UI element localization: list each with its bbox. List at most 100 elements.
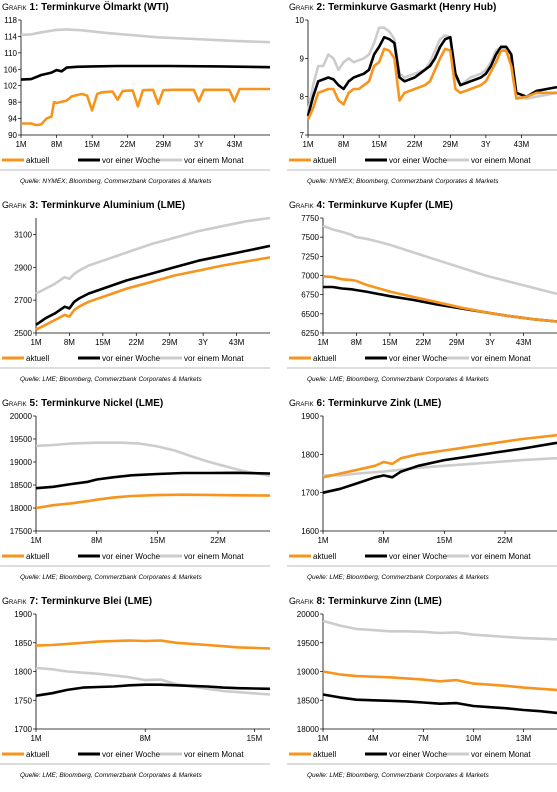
legend-label-month: vor einem Monat: [471, 552, 531, 561]
x-tick-label: 3Y: [481, 140, 491, 149]
series-line-week: [322, 441, 557, 494]
chart-panel-1: Grafik 1: Terminkurve Ölmarkt (WTI) 90 94 9…: [0, 0, 271, 190]
series-line-week: [20, 64, 271, 81]
x-tick-label: 43M: [227, 140, 243, 149]
chart-title: Grafik 3: Terminkurve Aluminium (LME): [2, 200, 185, 211]
x-tick-label: 29M: [162, 338, 178, 347]
legend-label-month: vor einem Monat: [184, 156, 244, 165]
series-line-month: [35, 666, 271, 696]
y-tick-label: 106: [4, 65, 18, 74]
chart-svg: 18000 18500 19000 19500 20000 1M 4M 7M 10M 13M akt…: [287, 610, 557, 765]
y-tick-label: 110: [4, 49, 17, 58]
y-tick-label: 7750: [301, 214, 319, 223]
x-tick-label: 15M: [382, 338, 398, 347]
legend-label-month: vor einem Monat: [471, 354, 531, 363]
y-tick-label: 98: [8, 98, 17, 107]
chart-svg: 1700 1750 1800 1850 1900 1M 8M 15M aktuell vor ei…: [0, 610, 271, 765]
legend-label-week: vor einer Woche: [102, 354, 161, 363]
y-tick-label: 17500: [10, 527, 33, 536]
chart-title-text: Terminkurve Kupfer (LME): [328, 200, 453, 211]
series-line-month: [323, 456, 557, 477]
x-tick-label: 15M: [150, 536, 166, 545]
x-tick-label: 8M: [351, 338, 362, 347]
chart-source: Quelle: LME; Bloomberg, Commerzbank Corp…: [20, 772, 202, 779]
x-tick-label: 4M: [368, 734, 379, 743]
chart-title: Grafik 7: Terminkurve Blei (LME): [2, 596, 152, 607]
x-tick-label: 3Y: [198, 338, 208, 347]
series-line-week: [323, 285, 557, 323]
x-tick-label: 1M: [317, 536, 328, 545]
x-tick-label: 1M: [302, 140, 313, 149]
chart-title: Grafik 1: Terminkurve Ölmarkt (WTI): [2, 2, 169, 13]
x-tick-label: 29M: [443, 140, 459, 149]
x-tick-label: 8M: [91, 536, 102, 545]
y-tick-label: 6250: [301, 329, 319, 338]
y-tick-label: 18000: [10, 504, 33, 513]
chart-svg: 6250 6500 6750 7000 7250 7500 7750 1M 8M 15M 22M 29…: [287, 214, 557, 369]
chart-panel-4: Grafik 4: Terminkurve Kupfer (LME) 6250 65…: [287, 198, 557, 388]
chart-title-label: Grafik: [2, 2, 27, 12]
legend-label-current: aktuell: [26, 750, 49, 759]
y-tick-label: 1750: [14, 696, 32, 705]
chart-title-text: Terminkurve Ölmarkt (WTI): [41, 2, 169, 13]
series-line-current: [322, 275, 557, 323]
y-tick-label: 19000: [297, 668, 320, 677]
chart-title-label: Grafik: [289, 2, 314, 12]
y-tick-label: 1600: [301, 527, 319, 536]
series-line-month: [35, 216, 271, 295]
y-tick-label: 9: [300, 54, 305, 63]
x-tick-label: 8M: [378, 536, 389, 545]
legend-label-month: vor einem Monat: [184, 750, 244, 759]
chart-title-text: Terminkurve Zinn (LME): [328, 596, 442, 607]
chart-title-label: Grafik: [2, 398, 27, 408]
x-tick-label: 1M: [30, 338, 41, 347]
y-tick-label: 1900: [14, 610, 32, 619]
x-tick-label: 3Y: [485, 338, 495, 347]
x-tick-label: 1M: [30, 536, 41, 545]
chart-source: Quelle: LME; Bloomberg, Commerzbank Corp…: [307, 772, 489, 779]
chart-title-number: 2:: [313, 2, 329, 13]
y-tick-label: 18500: [297, 696, 320, 705]
legend-label-month: vor einem Monat: [471, 750, 531, 759]
y-tick-label: 6750: [301, 291, 319, 300]
legend-label-week: vor einer Woche: [102, 750, 161, 759]
legend-label-current: aktuell: [26, 156, 49, 165]
y-tick-label: 18000: [297, 725, 320, 734]
y-tick-label: 1850: [14, 639, 32, 648]
chart-source: Quelle: NYMEX; Bloomberg, Commerzbank Co…: [20, 178, 212, 185]
x-tick-label: 15M: [95, 338, 111, 347]
chart-panel-2: Grafik 2: Terminkurve Gasmarkt (Henry Hu…: [287, 0, 557, 190]
x-tick-label: 1M: [317, 338, 328, 347]
y-tick-label: 18500: [10, 481, 33, 490]
legend-label-current: aktuell: [26, 552, 49, 561]
x-tick-label: 10M: [466, 734, 482, 743]
chart-title-text: Terminkurve Aluminium (LME): [41, 200, 186, 211]
chart-source: Quelle: NYMEX; Bloomberg, Commerzbank Co…: [307, 178, 499, 185]
x-tick-label: 29M: [449, 338, 465, 347]
y-tick-label: 6500: [301, 310, 319, 319]
chart-svg: 90 94 98 102 106 110 114 118 1M 8M 15M 22M 29M 3Y 43M a…: [0, 16, 271, 171]
chart-title-number: 5:: [26, 398, 42, 409]
chart-svg: 2500 2700 2900 3100 1M 8M 15M 22M 29M 3Y 43M aktuel…: [0, 216, 271, 369]
y-tick-label: 1700: [301, 489, 319, 498]
chart-title: Grafik 6: Terminkurve Zink (LME): [289, 398, 441, 409]
y-tick-label: 90: [8, 131, 17, 140]
legend-label-current: aktuell: [313, 156, 336, 165]
series-line-week: [35, 683, 271, 697]
series-line-month: [35, 441, 271, 478]
x-tick-label: 22M: [129, 338, 145, 347]
x-tick-label: 8M: [51, 140, 62, 149]
y-tick-label: 1800: [301, 450, 319, 459]
x-tick-label: 1M: [30, 734, 41, 743]
chart-title: Grafik 2: Terminkurve Gasmarkt (Henry Hu…: [289, 2, 496, 13]
y-tick-label: 7250: [301, 252, 319, 261]
chart-title-text: Terminkurve Gasmarkt (Henry Hub): [328, 2, 497, 13]
y-tick-label: 19500: [10, 435, 33, 444]
chart-panel-8: Grafik 8: Terminkurve Zinn (LME) 18000 185…: [287, 594, 557, 784]
y-tick-label: 20000: [10, 412, 33, 421]
legend-label-week: vor einer Woche: [102, 552, 161, 561]
legend-label-current: aktuell: [313, 552, 336, 561]
x-tick-label: 8M: [140, 734, 151, 743]
chart-svg: 7 8 9 10 1M 8M 15M 22M 29M 3Y 43M aktuell vor einer …: [287, 16, 557, 171]
legend-label-current: aktuell: [26, 354, 49, 363]
